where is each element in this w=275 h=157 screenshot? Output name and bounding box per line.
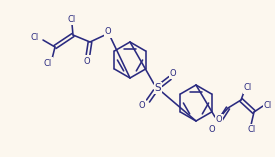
Text: O: O [216, 116, 222, 125]
Text: Cl: Cl [264, 101, 272, 111]
Text: S: S [155, 83, 161, 93]
Text: O: O [170, 68, 176, 78]
Text: Cl: Cl [244, 84, 252, 92]
Text: Cl: Cl [248, 125, 256, 135]
Text: Cl: Cl [68, 14, 76, 24]
Text: Cl: Cl [44, 59, 52, 68]
Text: O: O [105, 27, 111, 36]
Text: O: O [209, 125, 215, 133]
Text: Cl: Cl [31, 33, 39, 43]
Text: O: O [139, 100, 145, 109]
Text: O: O [84, 57, 90, 65]
